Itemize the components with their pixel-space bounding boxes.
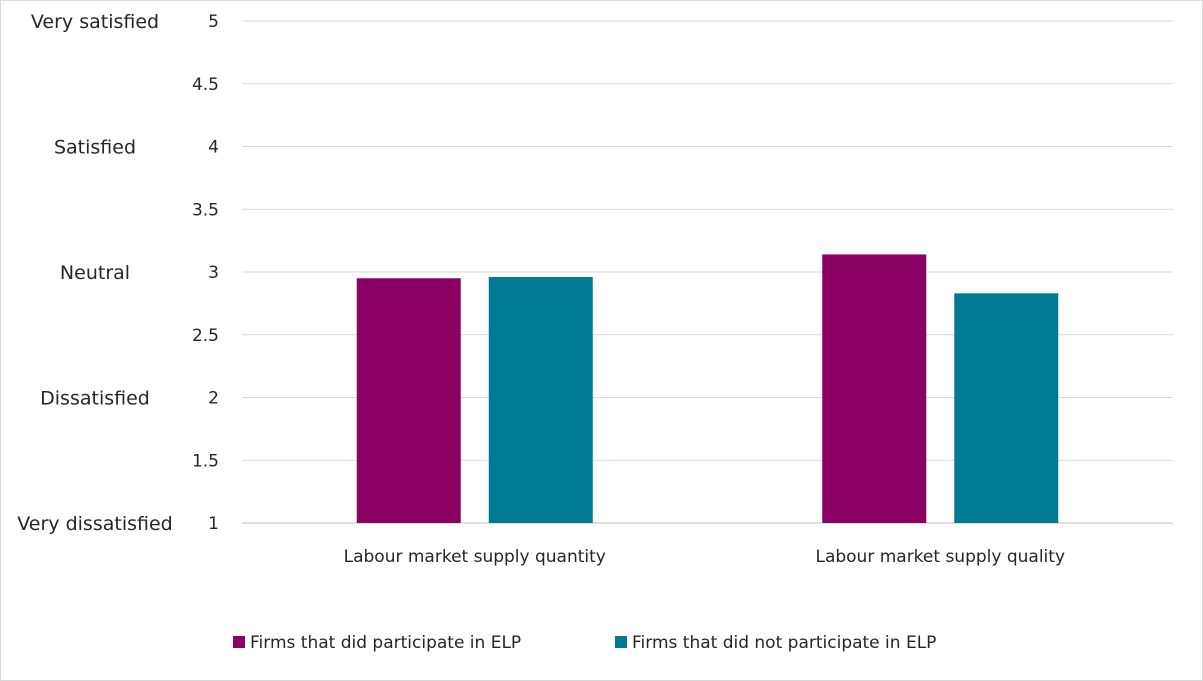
- x-axis-labels: Labour market supply quantity Labour mark…: [344, 547, 1065, 567]
- bar: [356, 278, 461, 523]
- scale-label: Very dissatisfied: [17, 513, 172, 535]
- y-tick-label: 5: [208, 12, 219, 32]
- x-category-label: Labour market supply quantity: [344, 547, 606, 567]
- y-tick-label: 2.5: [192, 326, 219, 346]
- y-tick-label: 3: [208, 263, 219, 283]
- legend-swatch: [233, 636, 245, 648]
- bar: [488, 277, 593, 523]
- x-category-label: Labour market supply quality: [815, 547, 1065, 567]
- bar: [954, 293, 1059, 523]
- satisfaction-scale-labels: Very satisfied Satisfied Neutral Dissatisfi…: [17, 11, 172, 535]
- y-tick-label: 2: [208, 389, 219, 409]
- scale-label: Very satisfied: [31, 11, 159, 33]
- legend-swatch: [615, 636, 627, 648]
- y-tick-label: 3.5: [192, 200, 219, 220]
- scale-label: Dissatisfied: [40, 388, 150, 410]
- legend: Firms that did participate in ELP Firms t…: [233, 633, 936, 653]
- y-tick-label: 4: [208, 138, 219, 158]
- bar: [822, 254, 927, 523]
- y-tick-label: 1: [208, 514, 219, 534]
- y-tick-label: 1.5: [192, 451, 219, 471]
- y-tick-label: 4.5: [192, 75, 219, 95]
- legend-label: Firms that did not participate in ELP: [632, 633, 936, 653]
- scale-label: Neutral: [60, 262, 130, 284]
- legend-label: Firms that did participate in ELP: [250, 633, 521, 653]
- bars: [356, 254, 1059, 523]
- scale-label: Satisfied: [54, 137, 136, 159]
- y-axis-ticks: 1 1.5 2 2.5 3 3.5 4 4.5 5: [192, 12, 219, 534]
